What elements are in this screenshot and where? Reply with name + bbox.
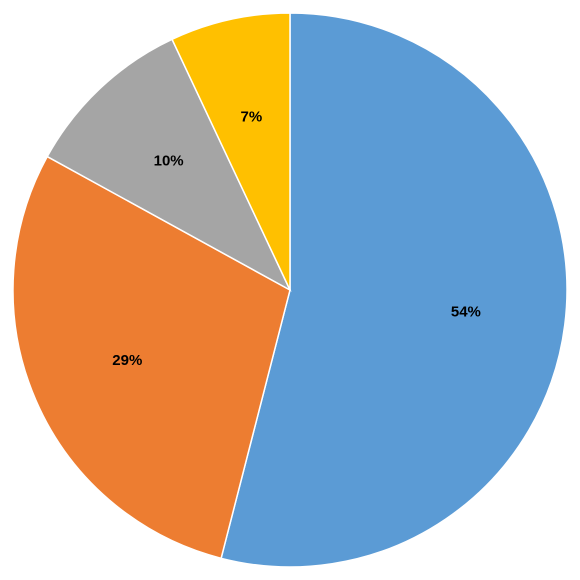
pie-slices — [12, 12, 568, 568]
pie-slice-label-4: 7% — [240, 108, 262, 125]
pie-slice-3 — [46, 38, 292, 292]
pie-slice-label-2: 29% — [112, 352, 142, 369]
pie-slice-label-1: 54% — [451, 304, 481, 321]
pie-labels: 54% 29% 10% 7% — [112, 108, 481, 368]
pie-slice-1 — [220, 12, 568, 568]
pie-slice-4 — [171, 12, 291, 291]
pie-slice-2 — [12, 155, 291, 560]
pie-slice-label-3: 10% — [154, 152, 184, 169]
